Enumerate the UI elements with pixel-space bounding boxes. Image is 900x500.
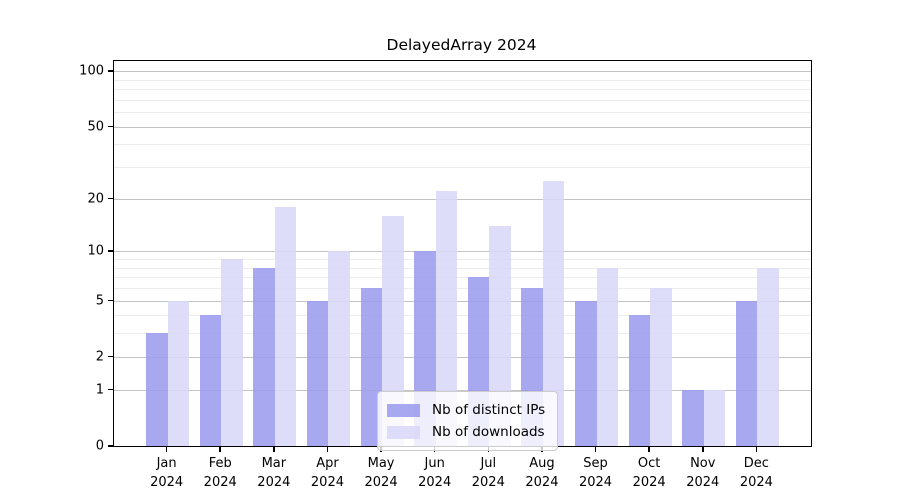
x-tick-label-apr: Apr 2024 [310, 456, 344, 490]
legend-label: Nb of distinct IPs [432, 402, 546, 418]
bar-distinct-ips-feb [199, 315, 222, 446]
y-tick-label-20: 20 [87, 191, 104, 207]
bar-downloads-sep [596, 267, 618, 446]
bar-distinct-ips-may [360, 287, 383, 446]
plot-area [113, 60, 812, 447]
x-tick-label-aug: Aug 2024 [525, 456, 559, 490]
x-tick-mar [273, 446, 275, 452]
x-tick-label-feb: Feb 2024 [203, 456, 237, 490]
y-tick-label-10: 10 [87, 243, 104, 259]
x-tick-apr [326, 446, 329, 452]
bar-downloads-jun [435, 191, 458, 446]
x-tick-dec [755, 446, 758, 452]
gridline-major-20 [114, 198, 811, 200]
bar-distinct-ips-apr [307, 300, 329, 446]
x-tick-label-may: May 2024 [364, 456, 398, 490]
y-tick-5 [108, 299, 113, 302]
gridline-minor-4 [114, 315, 811, 317]
chart-title: DelayedArray 2024 [386, 36, 537, 54]
x-tick-label-jan: Jan 2024 [150, 456, 184, 490]
x-tick-label-dec: Dec 2024 [739, 456, 773, 490]
gridline-minor-30 [114, 167, 811, 169]
x-tick-sep [594, 446, 597, 452]
x-tick-label-oct: Oct 2024 [632, 456, 666, 490]
legend-row-downloads: Nb of downloads [387, 421, 545, 443]
x-tick-label-mar: Mar 2024 [257, 456, 291, 490]
gridline-minor-70 [114, 99, 811, 101]
bar-downloads-nov [703, 389, 726, 446]
y-tick-label-50: 50 [87, 119, 104, 135]
gridline-major-100 [114, 71, 811, 73]
bar-downloads-may [382, 215, 404, 446]
x-tick-label-jun: Jun 2024 [418, 456, 452, 490]
y-tick-label-100: 100 [79, 63, 104, 79]
x-tick-jan [165, 446, 168, 452]
gridline-major-2 [114, 356, 811, 358]
bar-distinct-ips-jan [146, 333, 168, 446]
bar-downloads-apr [328, 251, 350, 446]
x-tick-nov [701, 446, 704, 452]
legend-swatch-icon [387, 425, 420, 439]
y-tick-label-2: 2 [95, 349, 104, 365]
y-tick-20 [108, 197, 113, 200]
gridline-minor-60 [114, 112, 811, 114]
bar-downloads-dec [757, 267, 779, 446]
gridline-minor-80 [114, 89, 811, 91]
gridline-major-5 [114, 300, 811, 302]
y-tick-50 [108, 125, 113, 128]
legend-row-distinct-ips: Nb of distinct IPs [387, 399, 545, 421]
y-tick-100 [108, 70, 113, 72]
gridline-minor-7 [114, 277, 811, 279]
gridline-minor-3 [114, 333, 811, 335]
bar-distinct-ips-mar [253, 267, 275, 446]
x-tick-label-jul: Jul 2024 [471, 456, 505, 490]
bar-distinct-ips-dec [735, 300, 758, 446]
bar-downloads-aug [542, 181, 565, 446]
y-tick-0 [108, 445, 113, 447]
bar-distinct-ips-nov [682, 389, 704, 446]
bar-downloads-oct [650, 287, 672, 446]
legend: Nb of distinct IPs Nb of downloads [377, 391, 559, 451]
gridline-major-1 [114, 389, 811, 391]
x-tick-feb [219, 446, 222, 452]
x-tick-label-nov: Nov 2024 [686, 456, 720, 490]
y-tick-1 [108, 388, 113, 391]
y-tick-10 [108, 250, 113, 252]
legend-label: Nb of downloads [432, 424, 545, 440]
gridline-minor-8 [114, 267, 811, 269]
gridline-minor-9 [114, 259, 811, 261]
gridline-minor-40 [114, 144, 811, 146]
gridline-minor-6 [114, 287, 811, 289]
bar-downloads-feb [221, 259, 243, 446]
gridline-major-50 [114, 126, 811, 128]
bar-distinct-ips-sep [575, 300, 597, 446]
y-tick-2 [108, 355, 113, 358]
x-tick-oct [648, 446, 650, 452]
y-tick-label-5: 5 [95, 293, 104, 308]
bar-downloads-jan [167, 300, 190, 446]
y-tick-label-1: 1 [95, 382, 104, 398]
bar-distinct-ips-oct [628, 315, 651, 446]
legend-swatch-icon [387, 403, 420, 417]
gridline-major-10 [114, 251, 811, 253]
x-tick-label-sep: Sep 2024 [578, 456, 613, 490]
y-tick-label-0: 0 [95, 438, 104, 454]
bar-downloads-mar [274, 206, 297, 446]
gridline-minor-90 [114, 79, 811, 81]
